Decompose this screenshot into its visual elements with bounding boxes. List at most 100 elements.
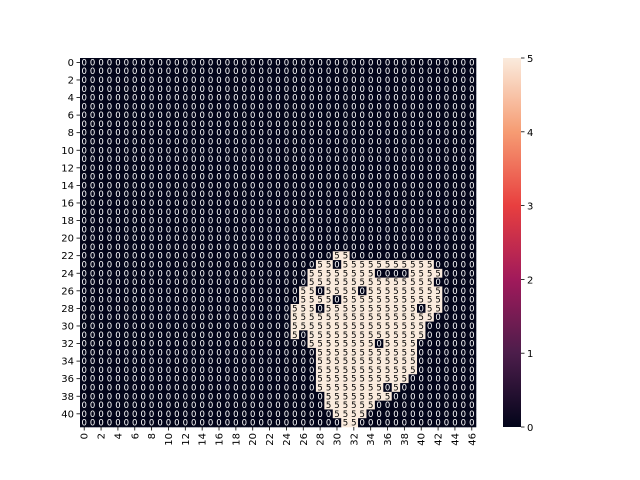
heatmap-cell	[391, 58, 401, 68]
heatmap-cell-value: 0	[452, 129, 457, 139]
heatmap-cell	[324, 268, 334, 278]
heatmap-cell	[341, 198, 350, 208]
heatmap-cell-value: 0	[427, 322, 432, 332]
heatmap-cell	[130, 216, 140, 226]
heatmap-cell-value: 0	[301, 366, 306, 376]
heatmap-cell	[391, 93, 401, 103]
heatmap-cell	[417, 418, 426, 428]
heatmap-cell-value: 0	[435, 67, 440, 77]
heatmap-cell	[147, 347, 157, 358]
heatmap-cell-value: 5	[317, 260, 322, 270]
heatmap-cell	[155, 75, 165, 85]
heatmap-cell-value: 0	[351, 76, 356, 86]
heatmap-cell-value: 0	[309, 225, 314, 235]
heatmap-cell	[324, 383, 334, 393]
heatmap-cell	[358, 101, 367, 112]
heatmap-cell-value: 0	[258, 190, 263, 200]
heatmap-cell	[358, 312, 367, 322]
heatmap-cell	[282, 365, 291, 375]
colorbar-tick-label: 2	[527, 275, 533, 286]
heatmap-cell	[113, 418, 123, 428]
heatmap-cell	[433, 339, 443, 349]
heatmap-cell-value: 0	[317, 401, 322, 411]
heatmap-cell	[181, 224, 190, 235]
heatmap-cell	[332, 224, 342, 235]
heatmap-cell-value: 0	[461, 217, 466, 227]
heatmap-cell-value: 0	[250, 419, 255, 429]
heatmap-cell-value: 0	[317, 58, 322, 68]
heatmap-cell-value: 0	[309, 199, 314, 209]
heatmap-cell-value: 0	[258, 155, 263, 165]
heatmap-cell-value: 0	[115, 199, 120, 209]
heatmap-cell	[408, 66, 418, 76]
heatmap-cell-value: 0	[225, 252, 230, 262]
heatmap-cell	[459, 400, 468, 410]
heatmap-cell-value: 0	[284, 269, 289, 279]
heatmap-cell-value: 0	[250, 313, 255, 323]
heatmap-cell-value: 0	[410, 173, 415, 183]
heatmap-cell	[315, 242, 325, 252]
heatmap-cell	[80, 330, 89, 340]
heatmap-cell-value: 0	[368, 129, 373, 139]
heatmap-cell	[223, 312, 232, 322]
heatmap-cell	[315, 93, 325, 103]
heatmap-cell	[358, 347, 367, 358]
heatmap-cell	[341, 137, 350, 147]
heatmap-cell-value: 0	[309, 164, 314, 174]
heatmap-cell	[324, 224, 334, 235]
heatmap-cell-value: 0	[216, 58, 221, 68]
heatmap-cell	[273, 286, 283, 296]
heatmap-cell	[231, 304, 241, 314]
heatmap-cell	[349, 189, 359, 199]
heatmap-cell	[147, 84, 157, 94]
heatmap-cell	[223, 295, 232, 305]
heatmap-cell-value: 0	[343, 67, 348, 77]
heatmap-cell	[206, 356, 216, 366]
heatmap-cell-value: 0	[275, 94, 280, 104]
heatmap-cell	[248, 365, 258, 375]
heatmap-cell	[391, 224, 401, 235]
heatmap-cell-value: 0	[132, 357, 137, 367]
heatmap-cell	[374, 75, 384, 85]
heatmap-cell-value: 0	[250, 296, 255, 306]
heatmap-cell	[282, 181, 291, 191]
heatmap-cell	[265, 365, 275, 375]
heatmap-cell-value: 0	[149, 278, 154, 288]
heatmap-cell	[332, 365, 342, 375]
heatmap-cell	[349, 84, 359, 94]
heatmap-cell	[307, 216, 317, 226]
heatmap-cell-value: 0	[149, 129, 154, 139]
heatmap-cell	[282, 260, 291, 270]
heatmap-cell-value: 0	[233, 313, 238, 323]
heatmap-cell	[282, 339, 291, 349]
heatmap-cell-value: 0	[452, 137, 457, 147]
heatmap-cell	[273, 216, 283, 226]
heatmap-cell	[256, 418, 266, 428]
heatmap-cell-value: 0	[233, 94, 238, 104]
heatmap-cell-value: 0	[124, 217, 129, 227]
heatmap-cell	[122, 339, 131, 349]
heatmap-cell-value: 0	[233, 357, 238, 367]
heatmap-cell	[324, 295, 334, 305]
heatmap-cell-value: 0	[174, 164, 179, 174]
heatmap-cell	[113, 286, 123, 296]
heatmap-cell-value: 5	[427, 304, 432, 314]
heatmap-cell	[273, 330, 283, 340]
heatmap-cell	[265, 93, 275, 103]
heatmap-cell-value: 0	[183, 383, 188, 393]
heatmap-cell-value: 0	[132, 304, 137, 314]
heatmap-cell-value: 0	[301, 401, 306, 411]
heatmap-cell	[80, 312, 89, 322]
heatmap-cell-value: 0	[368, 252, 373, 262]
heatmap-cell	[349, 251, 359, 261]
heatmap-cell-value: 0	[132, 269, 137, 279]
y-tick-label: 28	[61, 304, 74, 315]
heatmap-cell-value: 0	[183, 252, 188, 262]
heatmap-cell	[408, 286, 418, 296]
heatmap-cell-value: 0	[326, 243, 331, 253]
heatmap-cell	[299, 304, 308, 314]
heatmap-cell	[459, 242, 468, 252]
heatmap-cell	[206, 233, 216, 243]
heatmap-cell-value: 0	[275, 76, 280, 86]
